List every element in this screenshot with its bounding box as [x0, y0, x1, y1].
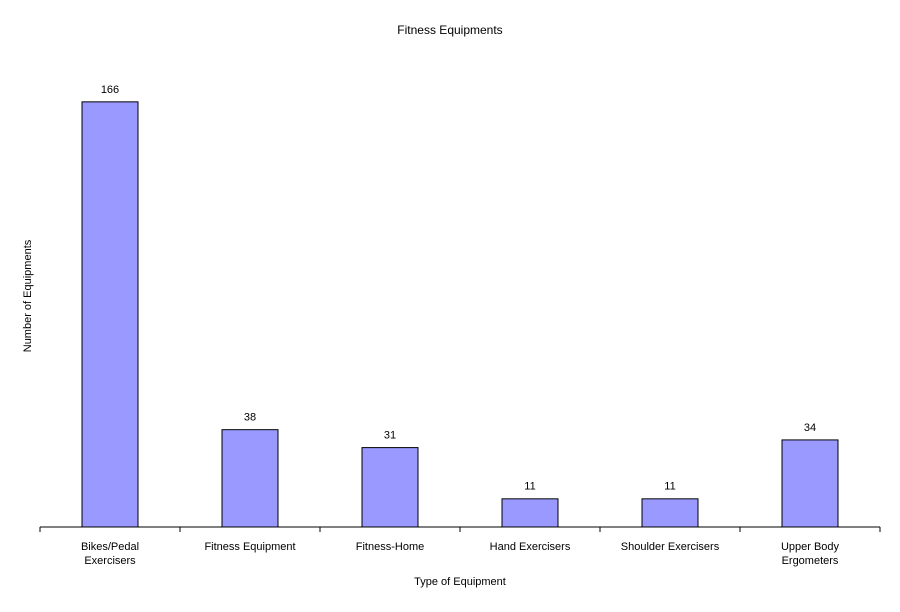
x-tick-label: Fitness-Home — [355, 541, 425, 553]
bar — [501, 498, 559, 528]
x-tick-label: Upper Body Ergometers — [780, 541, 840, 567]
data-label: 34 — [804, 422, 816, 434]
x-tick-label: Hand Exercisers — [489, 541, 571, 553]
chart-title: Fitness Equipments — [397, 23, 502, 37]
x-axis-title: Type of Equipment — [414, 576, 506, 588]
bar — [221, 429, 279, 528]
data-label: 11 — [664, 481, 675, 493]
data-label: 166 — [101, 84, 119, 96]
x-tick-label: Fitness Equipment — [204, 541, 296, 553]
bar — [361, 447, 419, 528]
bar — [781, 439, 839, 528]
x-tick-label: Bikes/Pedal Exercisers — [80, 541, 140, 567]
bar — [641, 498, 699, 528]
bar — [81, 101, 139, 528]
y-axis-title: Number of Equipments — [22, 239, 34, 352]
data-label: 11 — [524, 481, 535, 493]
x-tick-label: Shoulder Exercisers — [620, 541, 720, 553]
data-label: 31 — [384, 430, 396, 442]
data-label: 38 — [244, 412, 256, 424]
